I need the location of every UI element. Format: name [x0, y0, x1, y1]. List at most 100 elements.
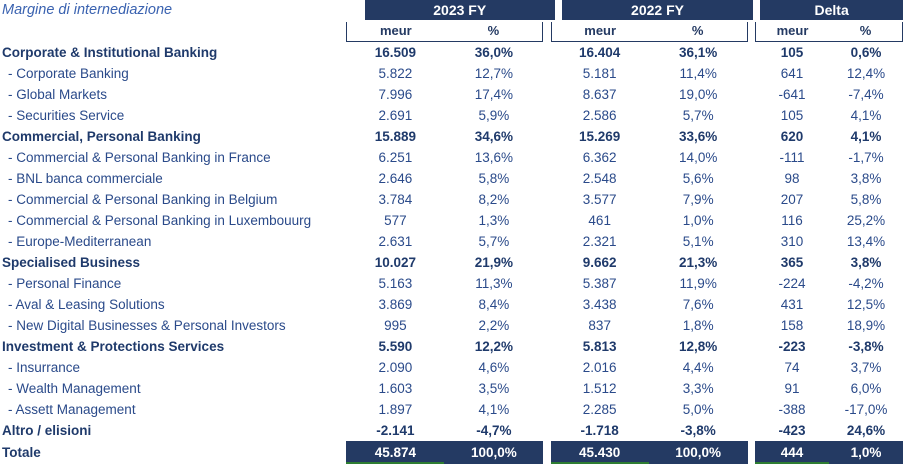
- cell-delta: -388 -17,0%: [755, 399, 903, 420]
- cell-2023-pct: 5,7%: [478, 234, 510, 249]
- table-row: - Commercial & Personal Banking in Franc…: [0, 147, 903, 168]
- cell-2022: 8.637 19,0%: [551, 84, 748, 105]
- row-label: Corporate & Institutional Banking: [2, 45, 218, 60]
- cell-delta-meur: -423: [778, 423, 806, 438]
- cell-delta-meur: 105: [780, 45, 804, 60]
- cell-delta-pct: 3,7%: [850, 360, 882, 375]
- cell-2022-pct: 7,9%: [682, 192, 714, 207]
- cell-delta-meur: -388: [778, 402, 806, 417]
- subheader-delta-pct: %: [859, 23, 872, 38]
- cell-2023-pct: 12,7%: [474, 66, 514, 81]
- cell-2023-pct: 2,2%: [478, 318, 510, 333]
- cell-2022: 2.016 4,4%: [551, 357, 748, 378]
- cell-delta-pct: 5,8%: [850, 192, 882, 207]
- cell-2022-pct: 5,0%: [682, 402, 714, 417]
- row-label: - Insurrance: [8, 360, 81, 375]
- cell-2023: 2.691 5,9%: [346, 105, 543, 126]
- cell-2023-pct: 1,3%: [478, 213, 510, 228]
- cell-2023: 5.822 12,7%: [346, 63, 543, 84]
- cell-2023: 15.889 34,6%: [346, 126, 543, 147]
- row-label: - New Digital Businesses & Personal Inve…: [8, 318, 286, 333]
- cell-delta-meur: 641: [780, 66, 804, 81]
- cell-delta: 431 12,5%: [755, 294, 903, 315]
- subheader-2023-meur: meur: [379, 23, 412, 38]
- cell-2022: 5.181 11,4%: [551, 63, 748, 84]
- cell-2022: 5.813 12,8%: [551, 336, 748, 357]
- cell-2023-meur: 15.889: [374, 129, 416, 144]
- cell-delta-pct: 18,9%: [846, 318, 886, 333]
- cell-2022: 461 1,0%: [551, 210, 748, 231]
- cell-delta-pct: -7,4%: [848, 87, 884, 102]
- subheader-delta-meur: meur: [776, 23, 809, 38]
- row-label: - Wealth Management: [8, 381, 141, 396]
- cell-2022: 15.269 33,6%: [551, 126, 748, 147]
- cell-2022-meur: 2.586: [582, 108, 617, 123]
- cell-delta: 207 5,8%: [755, 189, 903, 210]
- total-2022-meur: 45.430: [579, 445, 621, 460]
- cell-2022-meur: 837: [588, 318, 611, 333]
- table-row: - New Digital Businesses & Personal Inve…: [0, 315, 903, 336]
- table-row: - Europe-Mediterranean 2.631 5,7% 2.321 5,1%…: [0, 231, 903, 252]
- cell-delta-meur: 620: [780, 129, 804, 144]
- cell-2022-pct: 19,0%: [679, 87, 718, 102]
- cell-2022: 5.387 11,9%: [551, 273, 748, 294]
- cell-2023: -2.141 -4,7%: [346, 420, 543, 441]
- cell-2023: 577 1,3%: [346, 210, 543, 231]
- row-label: - Global Markets: [8, 87, 108, 102]
- cell-2023-meur: 10.027: [374, 255, 416, 270]
- subheader-delta: meur %: [755, 22, 903, 42]
- cell-delta: 91 6,0%: [755, 378, 903, 399]
- cell-delta-meur: 207: [780, 192, 804, 207]
- cell-2022: 3.438 7,6%: [551, 294, 748, 315]
- cell-2023-pct: 21,9%: [474, 255, 513, 270]
- cell-delta-pct: 12,5%: [846, 297, 886, 312]
- cell-2023: 5.590 12,2%: [346, 336, 543, 357]
- cell-2023-meur: 7.996: [378, 87, 413, 102]
- table-row: - Aval & Leasing Solutions 3.869 8,4% 3.438…: [0, 294, 903, 315]
- total-2023: 45.874 100,0%: [346, 441, 544, 464]
- cell-delta-meur: 105: [780, 108, 804, 123]
- cell-2023: 3.869 8,4%: [346, 294, 543, 315]
- row-label: - Assett Management: [8, 402, 136, 417]
- cell-delta-pct: 4,1%: [850, 108, 882, 123]
- row-label: Investment & Protections Services: [2, 339, 225, 354]
- cell-delta-pct: 4,1%: [850, 129, 882, 144]
- row-label: Commercial, Personal Banking: [2, 129, 201, 144]
- table-row: Commercial, Personal Banking 15.889 34,6% 1…: [0, 126, 903, 147]
- cell-delta-meur: -223: [778, 339, 806, 354]
- column-group-delta: Delta: [760, 0, 903, 20]
- cell-2023-pct: 34,6%: [474, 129, 513, 144]
- cell-2022: 2.586 5,7%: [551, 105, 748, 126]
- subheader-2022: meur %: [550, 22, 748, 42]
- column-group-2023: 2023 FY: [364, 0, 555, 20]
- cell-2022-pct: -3,8%: [680, 423, 716, 438]
- cell-2022: 6.362 14,0%: [551, 147, 748, 168]
- cell-2022-meur: 9.662: [582, 255, 617, 270]
- row-label: - Securities Service: [8, 108, 125, 123]
- cell-2023-pct: 4,6%: [478, 360, 510, 375]
- cell-2023-pct: 4,1%: [478, 402, 510, 417]
- cell-2022-pct: 33,6%: [679, 129, 718, 144]
- cell-delta: 74 3,7%: [755, 357, 903, 378]
- cell-2022-pct: 12,8%: [679, 339, 718, 354]
- cell-delta: 105 0,6%: [755, 42, 903, 63]
- cell-delta: -641 -7,4%: [755, 84, 903, 105]
- table-header-groups: Margine di internediazione 2023 FY 2022 …: [0, 0, 903, 22]
- table-body: Corporate & Institutional Banking 16.509 3…: [0, 42, 903, 441]
- row-label: - Corporate Banking: [8, 66, 129, 81]
- cell-2022-meur: 3.438: [582, 297, 617, 312]
- cell-2023-meur: 577: [384, 213, 407, 228]
- cell-delta-pct: -4,2%: [848, 276, 884, 291]
- cell-2023-meur: 16.509: [374, 45, 416, 60]
- cell-2023: 2.646 5,8%: [346, 168, 543, 189]
- cell-2022-pct: 11,4%: [679, 66, 717, 81]
- cell-2023: 995 2,2%: [346, 315, 543, 336]
- cell-2022: 3.577 7,9%: [551, 189, 748, 210]
- total-2022: 45.430 100,0%: [550, 441, 748, 464]
- cell-delta-pct: 0,6%: [850, 45, 882, 60]
- cell-2022-meur: 5.387: [582, 276, 617, 291]
- cell-delta-meur: -224: [778, 276, 806, 291]
- total-2023-pct: 100,0%: [470, 445, 517, 460]
- cell-2023-meur: 5.590: [378, 339, 413, 354]
- cell-delta-pct: 13,4%: [846, 234, 886, 249]
